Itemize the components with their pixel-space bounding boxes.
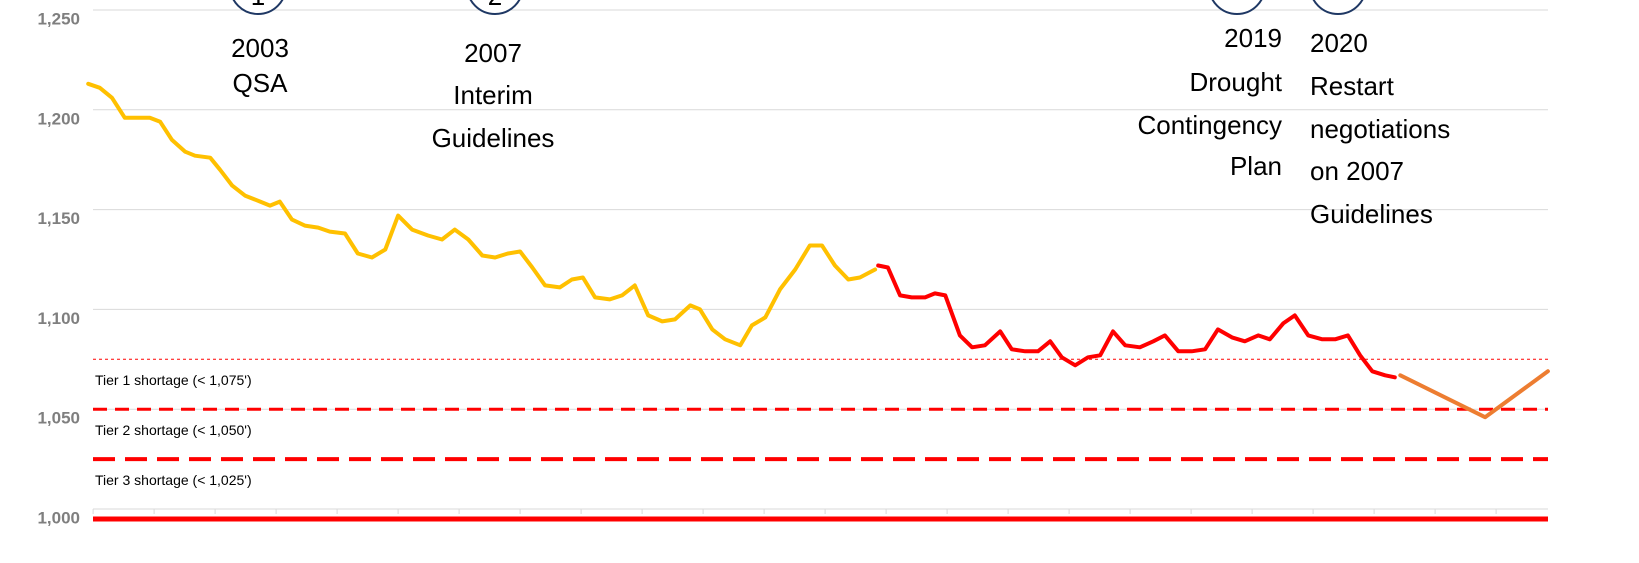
annotation-line: Contingency [1137,110,1282,140]
annotation-line: 2020 [1310,28,1368,58]
y-tick-label: 1,150 [37,209,80,228]
marker-circle [469,0,521,15]
y-tick-label: 1,050 [37,409,80,428]
annotation-line: Guidelines [1310,199,1433,229]
annotation-line: Guidelines [432,123,555,153]
y-tick-label: 1,100 [37,309,80,328]
y-tick-label: 1,250 [37,9,80,28]
plot: 1,000 1,050 1,100 1,150 1,200 1,250 Tier 1 sho… [37,9,1550,528]
annotation-line: 2007 [464,38,522,68]
annotation-line: QSA [233,68,289,98]
annotation: 2003 QSA [231,33,289,98]
threshold-label: Tier 1 shortage (< 1,075') [95,372,252,388]
marker-circle [1211,0,1263,15]
annotation: 2007 Interim Guidelines [432,38,555,153]
annotation: 2020 Restart negotiations on 2007 Guidel… [1310,28,1450,229]
marker-circle [232,0,284,15]
annotation-line: Interim [453,80,532,110]
annotation: 2019 Drought Contingency Plan [1137,23,1282,181]
y-tick-label: 1,200 [37,109,80,128]
threshold-label: Tier 3 shortage (< 1,025') [95,472,252,488]
annotation-line: Restart [1310,71,1395,101]
series-line [86,81,878,348]
annotation-line: 2019 [1224,23,1282,53]
marker-number: 1 [251,0,265,11]
y-tick-label: 1,000 [37,509,80,528]
series-line [876,263,1397,380]
marker-circle [1312,0,1364,15]
series-line [1398,369,1550,420]
annotation-line: on 2007 [1310,156,1404,186]
marker-circles [232,0,1364,15]
annotation-line: negotiations [1310,114,1450,144]
annotation-line: 2003 [231,33,289,63]
annotation-line: Drought [1190,67,1283,97]
marker-number: 2 [488,0,502,11]
annotation-line: Plan [1230,151,1282,181]
threshold-label: Tier 2 shortage (< 1,050') [95,422,252,438]
